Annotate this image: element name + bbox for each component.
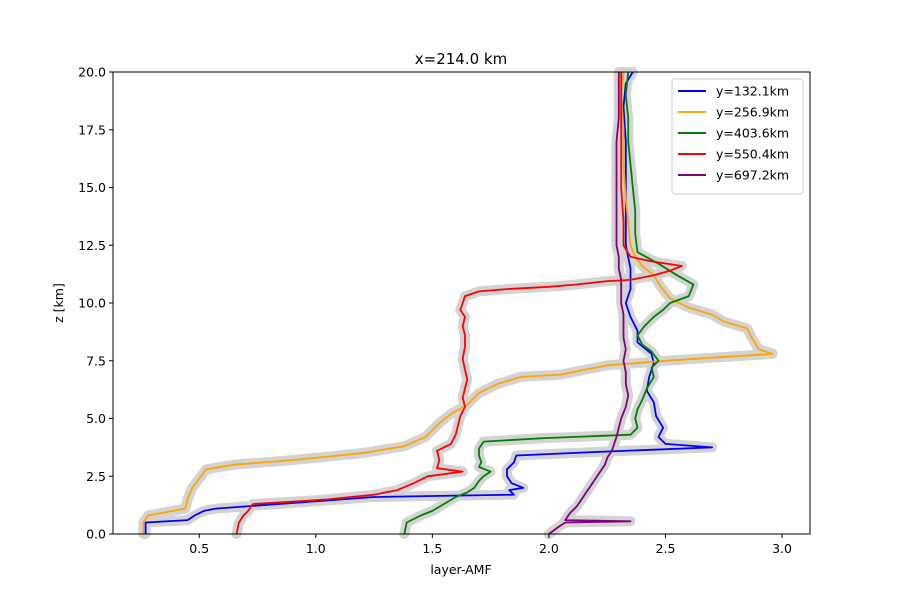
y-tick-label: 2.5 (86, 469, 106, 484)
x-tick-label: 2.0 (539, 541, 559, 556)
y-tick-label: 15.0 (78, 180, 106, 195)
x-tick-label: 1.5 (422, 541, 442, 556)
x-tick-label: 3.0 (772, 541, 792, 556)
x-tick-label: 0.5 (189, 541, 209, 556)
series-line-5 (548, 72, 632, 535)
series-line-4 (235, 72, 683, 535)
uncertainty-band-5 (543, 67, 636, 539)
legend-label: y=697.2km (716, 168, 789, 183)
series-line-2 (142, 71, 774, 534)
y-tick-label: 5.0 (86, 411, 106, 426)
series-line-3 (403, 71, 695, 535)
plot-area (138, 67, 778, 539)
x-axis-label: layer-AMF (430, 562, 491, 577)
plot-frame (112, 71, 811, 535)
y-axis-label: z [km] (51, 283, 66, 323)
legend-box (671, 78, 804, 195)
y-tick-label: 7.5 (86, 353, 106, 368)
x-axis: 0.5 1.0 1.5 2.0 2.5 3.0 (189, 534, 792, 556)
y-tick-label: 12.5 (78, 238, 106, 253)
y-tick-label: 10.0 (78, 296, 106, 311)
legend-label: y=550.4km (716, 147, 789, 162)
legend: y=132.1km y=256.9km y=403.6km y=550.4km y=69… (671, 78, 804, 195)
x-tick-label: 2.5 (656, 541, 676, 556)
y-tick-label: 0.0 (86, 527, 106, 542)
x-tick-label: 1.0 (306, 541, 326, 556)
legend-label: y=403.6km (716, 126, 789, 141)
y-axis: 0.0 2.5 5.0 7.5 10.0 12.5 15.0 17.5 20.0 (78, 65, 113, 542)
y-tick-label: 20.0 (78, 65, 106, 80)
legend-label: y=132.1km (716, 84, 789, 99)
y-tick-label: 17.5 (78, 122, 106, 137)
legend-label: y=256.9km (716, 105, 789, 120)
chart-title: x=214.0 km (415, 50, 507, 68)
